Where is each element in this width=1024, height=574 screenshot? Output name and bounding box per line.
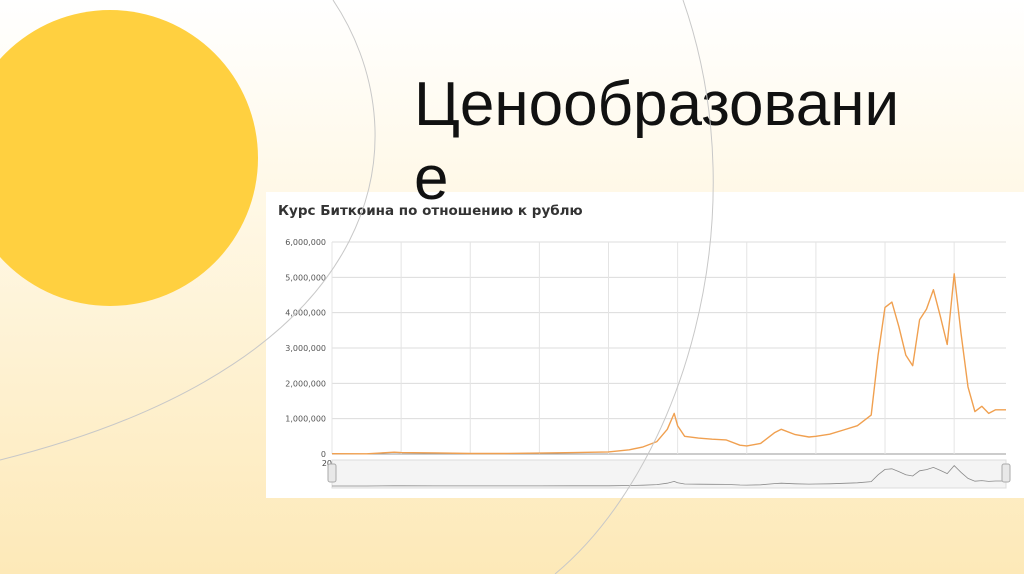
decorative-yellow-circle — [0, 10, 258, 306]
y-tick-label: 0 — [321, 450, 326, 459]
y-tick-label: 3,000,000 — [285, 344, 326, 353]
y-tick-label: 6,000,000 — [285, 238, 326, 247]
chart-title: Курс Биткоина по отношению к рублю — [278, 203, 583, 219]
y-tick-label: 4,000,000 — [285, 309, 326, 318]
navigator-right-handle — [1001, 463, 1011, 483]
bitcoin-rub-chart: 0 1,000,000 2,000,000 3,000,000 4,000,000 5,0… — [285, 238, 1011, 489]
y-tick-label: 5,000,000 — [285, 273, 326, 282]
y-tick-label: 2,000,000 — [285, 379, 326, 388]
navigator-left-handle — [327, 463, 337, 483]
y-tick-label: 1,000,000 — [285, 415, 326, 424]
price-series-line — [331, 273, 1006, 455]
